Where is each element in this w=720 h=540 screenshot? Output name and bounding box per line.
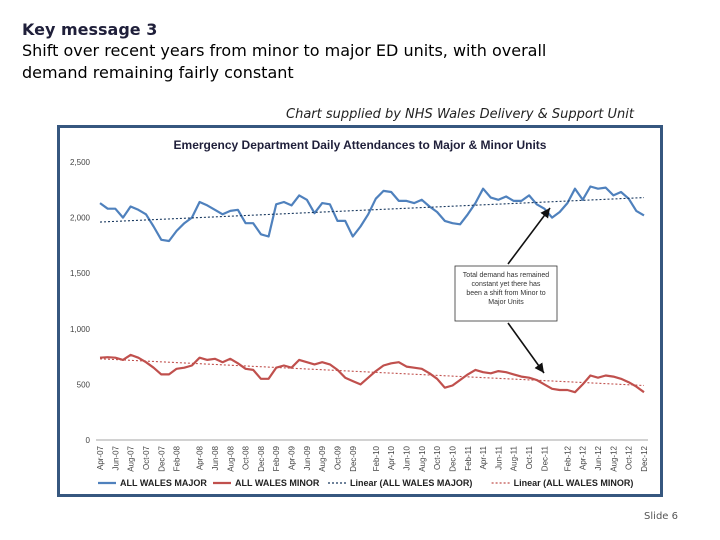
legend-label: ALL WALES MAJOR <box>120 478 207 488</box>
x-tick-label: Feb-10 <box>372 445 381 471</box>
x-tick-label: Aug-09 <box>318 445 327 471</box>
key-message-line-1: Shift over recent years from minor to ma… <box>22 41 547 60</box>
x-tick-label: Dec-09 <box>349 445 358 471</box>
x-tick-label: Jun-07 <box>111 445 120 470</box>
x-tick-label: Aug-10 <box>418 445 427 471</box>
trend-line-minor <box>99 358 645 387</box>
slide-number: Slide 6 <box>644 511 678 522</box>
x-tick-label: Oct-12 <box>625 445 634 470</box>
y-tick-label: 500 <box>77 380 91 389</box>
x-tick-label: Aug-11 <box>510 445 519 471</box>
x-tick-label: Dec-07 <box>157 445 166 471</box>
slide-heading: Key message 3 Shift over recent years fr… <box>22 20 702 84</box>
line-chart: Emergency Department Daily Attendances t… <box>70 138 649 488</box>
x-tick-label: Oct-09 <box>334 445 343 470</box>
x-tick-label: Apr-11 <box>479 445 488 469</box>
legend-label: Linear (ALL WALES MINOR) <box>514 478 634 488</box>
trend-line-major <box>99 197 645 223</box>
x-tick-label: Feb-11 <box>464 445 473 470</box>
x-tick-label: Jun-12 <box>594 445 603 470</box>
legend-label: Linear (ALL WALES MAJOR) <box>350 478 472 488</box>
x-tick-label: Dec-10 <box>448 445 457 471</box>
x-tick-label: Apr-10 <box>387 445 396 470</box>
x-tick-label: Aug-07 <box>127 445 136 471</box>
annotation-arrow-minor <box>507 322 545 374</box>
key-message-title: Key message 3 <box>22 20 158 39</box>
legend-label: ALL WALES MINOR <box>235 478 320 488</box>
x-tick-label: Dec-08 <box>257 445 266 471</box>
x-tick-label: Feb-12 <box>563 445 572 471</box>
x-tick-label: Feb-08 <box>173 445 182 471</box>
y-tick-label: 1,000 <box>70 325 91 334</box>
x-tick-label: Oct-10 <box>433 445 442 470</box>
x-tick-label: Jun-11 <box>494 445 503 469</box>
x-tick-label: Aug-08 <box>226 445 235 471</box>
annotation-arrow-major <box>507 207 551 265</box>
series-line-minor <box>99 353 645 394</box>
x-tick-label: Aug-12 <box>609 445 618 471</box>
x-tick-label: Feb-09 <box>272 445 281 471</box>
x-tick-label: Apr-12 <box>579 445 588 470</box>
x-tick-label: Apr-09 <box>288 445 297 470</box>
x-tick-label: Oct-11 <box>525 445 534 469</box>
chart-source-note: Chart supplied by NHS Wales Delivery & S… <box>286 107 634 122</box>
key-message-line-2: demand remaining fairly constant <box>22 63 294 82</box>
chart-frame: Emergency Department Daily Attendances t… <box>57 125 663 497</box>
y-tick-label: 1,500 <box>70 269 91 278</box>
x-tick-label: Apr-08 <box>196 445 205 470</box>
chart-title: Emergency Department Daily Attendances t… <box>174 138 547 152</box>
annotation-text: Total demand has remained constant yet th… <box>463 272 549 306</box>
y-tick-label: 2,500 <box>70 158 91 167</box>
annotation-box <box>454 265 558 322</box>
x-tick-label: Dec-11 <box>540 445 549 471</box>
x-tick-label: Jun-09 <box>303 445 312 470</box>
x-tick-label: Jun-10 <box>402 445 411 470</box>
x-tick-label: Oct-08 <box>242 445 251 470</box>
y-tick-label: 2,000 <box>70 214 91 223</box>
x-tick-label: Oct-07 <box>142 445 151 470</box>
x-tick-label: Jun-08 <box>211 445 220 470</box>
x-tick-label: Dec-12 <box>640 445 649 471</box>
x-tick-label: Apr-07 <box>96 445 105 470</box>
series-line-major <box>99 185 645 243</box>
y-tick-label: 0 <box>86 436 91 445</box>
